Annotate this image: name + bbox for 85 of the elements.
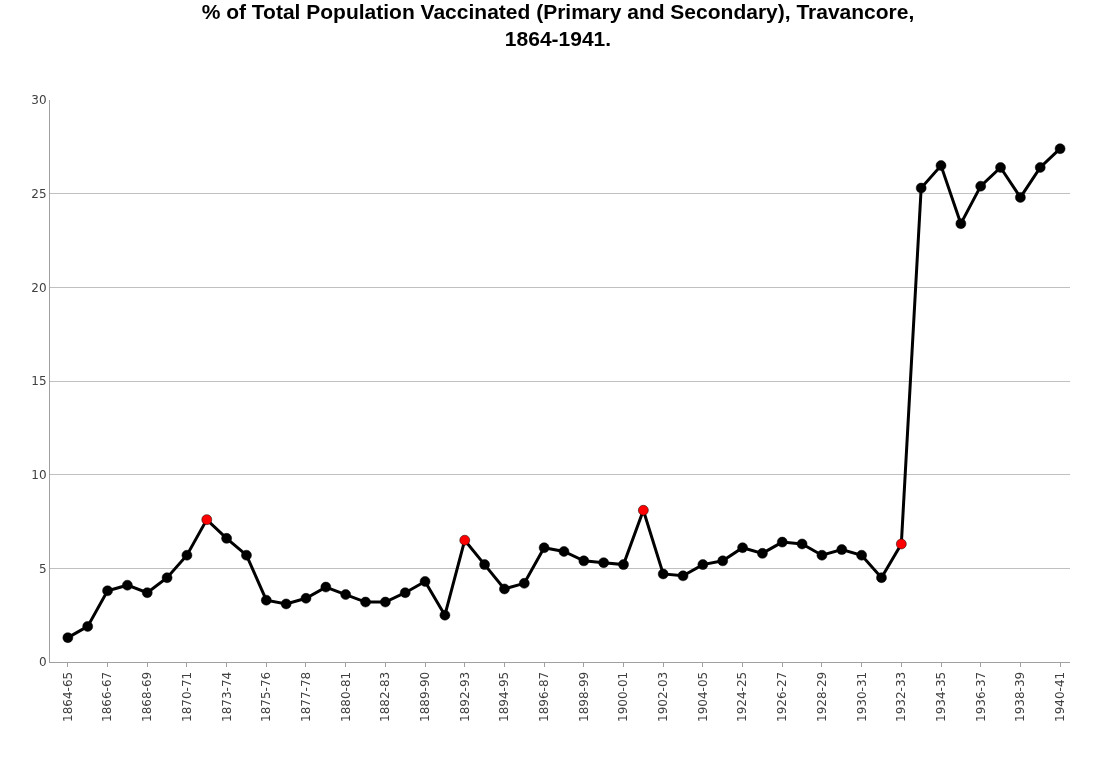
point <box>360 596 371 608</box>
point <box>876 572 887 583</box>
x-tick-label: 1930-31 <box>854 671 869 722</box>
y-tick-label: 30 <box>31 93 47 108</box>
x-tick-label: 1868-69 <box>140 671 155 722</box>
x-tick-label: 1896-87 <box>537 671 552 722</box>
x-tick-label: 1889-90 <box>417 671 432 722</box>
point <box>816 549 828 561</box>
point <box>638 505 649 516</box>
point <box>499 583 510 595</box>
point <box>82 621 93 632</box>
point <box>399 587 411 598</box>
x-tick-label: 1894-95 <box>497 671 512 722</box>
point <box>459 534 470 546</box>
point <box>538 542 550 553</box>
point <box>717 555 728 567</box>
x-tick-label: 1877-78 <box>298 671 313 722</box>
point <box>657 568 669 580</box>
x-tick-label: 1934-35 <box>933 671 948 722</box>
x-tick-label: 1932-33 <box>894 671 909 722</box>
y-tick-label: 5 <box>38 561 47 576</box>
x-tick-label: 1938-39 <box>1013 671 1028 722</box>
y-tick-label: 20 <box>31 280 47 295</box>
point <box>122 579 133 591</box>
point <box>955 218 967 229</box>
x-tick-label: 1928-29 <box>814 671 829 722</box>
x-tick-label: 1902-03 <box>656 671 671 722</box>
point <box>796 538 808 550</box>
point <box>181 549 193 561</box>
point <box>1054 143 1066 154</box>
point <box>856 549 867 561</box>
x-tick-label: 1875-76 <box>259 671 274 722</box>
x-tick-label: 1866-67 <box>100 671 115 722</box>
point <box>757 548 768 559</box>
x-tick-label: 1900-01 <box>616 671 631 722</box>
y-tick-label: 0 <box>38 655 47 670</box>
y-tick-label: 25 <box>31 186 47 201</box>
point <box>677 570 689 582</box>
point <box>201 514 213 525</box>
point <box>578 555 590 567</box>
point <box>320 581 332 593</box>
point <box>62 632 74 643</box>
point <box>777 536 788 548</box>
point <box>439 609 451 621</box>
point <box>1015 192 1026 203</box>
y-tick-label: 10 <box>31 467 47 482</box>
x-tick-label: 1880-81 <box>338 671 353 722</box>
x-tick-label: 1898-99 <box>576 671 591 722</box>
chart-title: % of Total Population Vaccinated (Primary and Secondary), Travancore, 1864-1941. <box>201 0 915 51</box>
point <box>280 598 292 610</box>
point <box>836 544 848 555</box>
point <box>697 559 709 570</box>
x-tick-label: 1882-83 <box>378 671 393 722</box>
x-tick-label: 1870-71 <box>179 671 194 722</box>
x-tick-label: 1924-25 <box>735 671 750 722</box>
point <box>618 559 629 570</box>
point <box>221 533 232 544</box>
point <box>479 559 490 570</box>
point <box>737 542 748 553</box>
point <box>558 546 570 557</box>
point <box>598 557 609 568</box>
point <box>300 593 312 604</box>
point <box>896 538 907 550</box>
point <box>995 162 1006 173</box>
x-tick-label: 1892-93 <box>457 671 472 722</box>
point <box>915 182 927 194</box>
x-tick-label: 1926-27 <box>775 671 790 722</box>
point <box>1034 162 1046 173</box>
point <box>519 578 530 589</box>
point <box>419 576 431 587</box>
point <box>935 160 947 171</box>
x-tick-label: 1936-37 <box>973 671 988 722</box>
x-tick-label: 1940-41 <box>1052 671 1067 722</box>
x-tick-label: 1873-74 <box>219 671 234 722</box>
point <box>380 596 391 608</box>
point <box>261 594 272 606</box>
point <box>102 585 113 597</box>
x-tick-label: 1864-65 <box>60 671 75 722</box>
point <box>241 549 252 561</box>
y-tick-label: 15 <box>31 374 47 389</box>
x-tick-label: 1904-05 <box>695 671 710 722</box>
point <box>141 587 153 598</box>
point <box>161 572 173 583</box>
point <box>340 589 351 600</box>
point <box>975 180 986 192</box>
